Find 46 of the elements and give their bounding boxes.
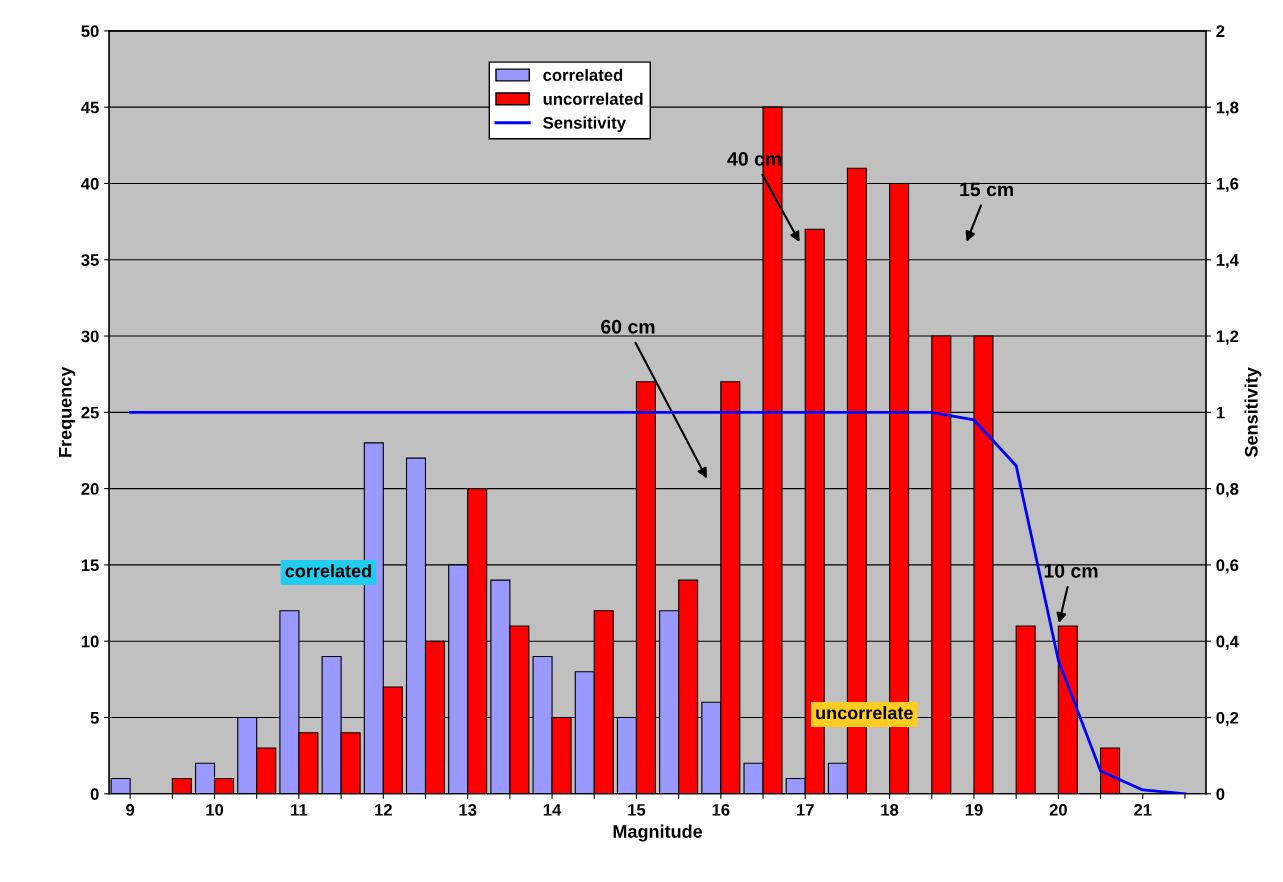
annotation: 60 cm	[601, 319, 655, 334]
y2-tick-label: 0,4	[1216, 635, 1239, 650]
x-tick-label: 18	[881, 803, 899, 816]
y2-tick-label: 1,2	[1216, 330, 1239, 345]
line-series	[128, 410, 1187, 794]
y2-tick-label: 1,4	[1216, 254, 1239, 269]
y-tick-label: 20	[81, 483, 99, 495]
x-tick-label: 11	[291, 804, 308, 816]
x-tick-label: 9	[126, 803, 135, 816]
x-tick-label: 21	[1134, 803, 1152, 816]
y-tick-label: 25	[81, 406, 99, 419]
legend-label: Sensitivity	[543, 116, 626, 133]
y-tick-label: 50	[81, 25, 99, 38]
y2-tick-label: 0,6	[1216, 559, 1239, 574]
x-tick-label: 20	[1049, 803, 1067, 816]
legend-label: uncorrelated	[543, 92, 643, 105]
x-tick-label: 10	[206, 803, 224, 816]
y2-axis-title: Sensitivity	[1244, 367, 1262, 457]
y2-tick-label: 1,6	[1216, 177, 1239, 193]
legend-label: correlated	[543, 68, 623, 81]
annotation: 10 cm	[1044, 564, 1098, 578]
x-tick-label: 15	[628, 804, 646, 816]
y-axis-title: Frequency	[59, 366, 76, 457]
x-tick-label: 12	[375, 803, 392, 816]
y2-tick-label: 1	[1216, 406, 1225, 419]
annotation: uncorrelate	[816, 706, 913, 720]
x-tick-label: 17	[796, 804, 814, 816]
y-tick-label: 40	[81, 177, 99, 190]
annotation: correlated	[285, 564, 371, 578]
x-axis-title: Magnitude	[613, 824, 703, 842]
y2-tick-label: 2	[1216, 25, 1225, 37]
y2-tick-label: 0	[1216, 788, 1225, 800]
y2-tick-label: 0,2	[1216, 711, 1239, 727]
y-tick-label: 35	[81, 254, 99, 266]
x-tick-label: 16	[712, 803, 730, 816]
y-tick-label: 30	[81, 330, 99, 343]
y-tick-label: 0	[90, 788, 99, 800]
y-tick-label: 15	[81, 559, 99, 572]
y2-tick-label: 1,8	[1216, 101, 1239, 116]
y-tick-label: 45	[81, 101, 99, 114]
x-tick-label: 13	[459, 803, 477, 816]
x-tick-label: 14	[543, 804, 562, 816]
y-tick-label: 5	[90, 712, 99, 724]
y-tick-label: 10	[81, 635, 99, 648]
y2-tick-label: 0,8	[1216, 483, 1239, 498]
x-tick-label: 19	[965, 803, 983, 816]
